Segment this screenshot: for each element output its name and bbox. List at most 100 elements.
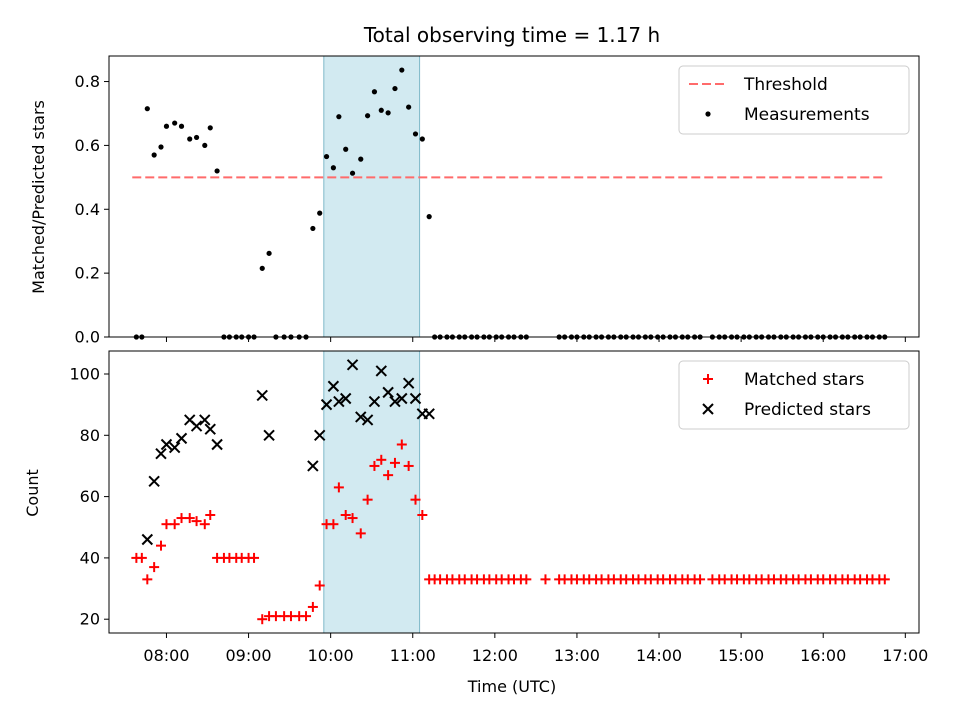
predicted-star-point: [199, 414, 211, 426]
predicted-star-point: [160, 438, 173, 451]
x-tick-label: 14:00: [636, 646, 682, 665]
predicted-star-point: [361, 414, 374, 426]
x-tick-label: 17:00: [882, 646, 928, 665]
measurement-point: [343, 146, 349, 152]
legend-box: [678, 360, 910, 430]
y-tick-label: 40: [80, 548, 100, 567]
observing-window-shade: [323, 55, 421, 338]
predicted-star-point: [148, 475, 160, 487]
measurement-point: [349, 170, 356, 176]
top-legend: Threshold Measurements: [678, 65, 910, 135]
bottom-panel-y-axis-label: Count: [23, 469, 42, 517]
bottom-legend: Matched stars Predicted stars: [678, 360, 910, 430]
matched-star-point: [205, 509, 216, 520]
predicted-star-point: [168, 441, 181, 454]
measurement-point: [330, 165, 336, 171]
predicted-star-point: [423, 408, 435, 420]
predicted-star-point: [204, 423, 216, 435]
x-b: [190, 420, 203, 432]
matched-star-point: [389, 457, 400, 468]
x-tick-label: 13:00: [554, 646, 600, 665]
measurement-point: [406, 104, 412, 110]
predicted-star-point: [263, 429, 275, 442]
x-b: [211, 438, 223, 451]
x-b: [361, 414, 374, 426]
x-b: [368, 395, 381, 408]
predicted-star-point: [190, 420, 203, 432]
x-b: [423, 408, 435, 420]
x-tick-label: 12:00: [472, 646, 518, 665]
bottom-panel-frame: [108, 350, 920, 634]
matched-star-point: [417, 509, 428, 520]
predicted-star-point: [346, 359, 359, 371]
measurement-point: [158, 144, 164, 150]
matched-star-point: [347, 513, 358, 524]
x-axis-label: Time (UTC): [467, 677, 556, 696]
x-b: [402, 377, 415, 389]
matched-star-point: [328, 519, 339, 530]
x-b: [339, 392, 352, 405]
y-tick-label: 20: [80, 610, 100, 629]
x-tick-label: 16:00: [800, 646, 846, 665]
legend-label: Matched stars: [744, 370, 864, 390]
predicted-star-point: [155, 447, 167, 460]
measurement-point: [214, 168, 220, 174]
matched-star-point: [362, 494, 373, 505]
matched-star-point: [695, 574, 706, 585]
measurement-point: [419, 136, 425, 142]
x-b: [199, 414, 211, 426]
x-b: [314, 429, 326, 442]
x-b: [307, 460, 319, 472]
legend-label: Predicted stars: [744, 400, 871, 420]
x-b: [155, 447, 167, 460]
measurement-point: [144, 106, 150, 112]
measurement-point: [399, 67, 405, 73]
measurement-point: [371, 89, 378, 95]
measurement-point: [385, 110, 391, 116]
predicted-star-point: [333, 395, 345, 408]
matched-star-point: [521, 574, 532, 585]
predicted-star-point: [396, 392, 408, 405]
x-b: [160, 438, 173, 451]
x-b: [355, 411, 367, 423]
predicted-star-point: [375, 365, 387, 377]
matched-star-point: [136, 552, 147, 563]
x-tick-label: 10:00: [308, 646, 354, 665]
x-b: [141, 533, 154, 546]
measurement-point: [163, 123, 170, 129]
top-panel-frame: [108, 55, 920, 338]
y-tick-label: 100: [69, 364, 100, 383]
y-tick-label: 60: [80, 487, 100, 506]
measurement-point: [392, 85, 398, 92]
matched-star-point: [169, 519, 180, 530]
x-b: [327, 380, 340, 392]
x-b: [382, 386, 394, 399]
x-b: [389, 395, 401, 408]
x-tick-label: 15:00: [718, 646, 764, 665]
measurement-point: [317, 210, 323, 216]
y-tick-label: 80: [80, 426, 100, 445]
x-b: [333, 395, 345, 408]
matched-star-point: [155, 540, 166, 551]
measurement-point: [364, 113, 371, 119]
measurement-point: [151, 152, 157, 158]
matched-star-point: [383, 470, 394, 481]
x-b: [148, 475, 160, 487]
measurement-point: [172, 120, 178, 126]
measurement-point: [187, 136, 193, 142]
x-b: [320, 398, 333, 411]
x-b: [346, 359, 359, 371]
matched-star-point: [249, 552, 260, 563]
matched-star-point: [191, 516, 202, 527]
y-tick-label: 0.6: [75, 136, 100, 155]
plot-area: 0.0 0.2 0.4 0.6 0.8 Threshold Measurements 20 40…: [69, 55, 928, 665]
y-tick-label: 0.8: [75, 72, 100, 91]
measurement-point: [412, 131, 419, 137]
matched-star-point: [396, 439, 407, 450]
predicted-star-point: [409, 392, 422, 405]
matched-star-point: [540, 574, 551, 585]
predicted-star-point: [314, 429, 326, 442]
measurement-point: [426, 214, 432, 220]
